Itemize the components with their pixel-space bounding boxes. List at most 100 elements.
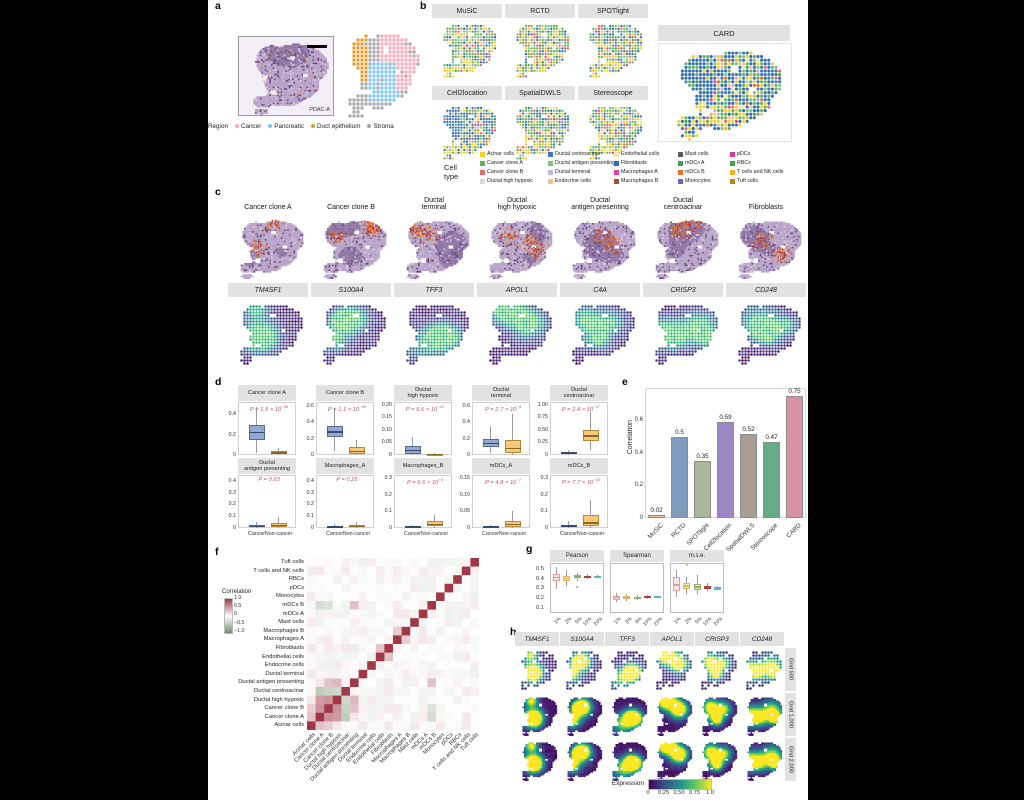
cell-type-swatch — [614, 169, 619, 175]
f-legend-gradient — [224, 598, 233, 634]
c-celltype-title-line: centroacinar — [663, 204, 703, 212]
g-ytick: 0.4 — [535, 575, 544, 582]
d-pvalue: P = 1.9 × 10−46 — [244, 404, 294, 413]
c-celltype-title-line: Ductal — [507, 196, 527, 204]
d-ytick: 0.15 — [381, 414, 392, 421]
cell-type-legend-item: Ductal centroacinar — [548, 150, 601, 158]
cell-type-swatch — [678, 160, 683, 166]
correlation-heatmap-canvas — [307, 558, 479, 730]
e-bar-cell2location — [717, 422, 734, 518]
d-ytick: 0.2 — [462, 435, 470, 442]
d-pvalue-base: P = 4.8 × 10 — [485, 479, 517, 486]
d-strip-line: Ductal — [259, 459, 275, 466]
h-map-S100A4-2 — [560, 693, 604, 736]
method-title-spotlight: SPOTlight — [578, 4, 648, 18]
cell-type-label: Cancer clone A — [487, 160, 523, 166]
e-bar-card — [786, 396, 803, 518]
d-ytick: 0.4 — [228, 477, 236, 484]
box-median — [404, 449, 421, 452]
h-row-strip-3: Grid 2,000 — [785, 738, 796, 781]
spatialdwls-map-canvas — [505, 101, 575, 161]
f-legend-tick: −1.0 — [234, 627, 245, 634]
cell-type-label: Ductal antigen presenting — [555, 160, 616, 166]
c-celltype-title: Ductal centroacinar — [643, 190, 723, 212]
c-celltype-title-line: Ductal — [424, 196, 444, 204]
h-map-APOL1-3 — [650, 738, 694, 781]
c-celltype-title: Ductal terminal — [394, 190, 474, 212]
d-pvalue-exp: −7 — [516, 477, 521, 482]
f-ylabel: Macrophages B — [263, 627, 304, 634]
cell-type-swatch — [614, 160, 619, 166]
g-xlabel-text: 1% — [613, 616, 623, 626]
box-median — [683, 585, 691, 587]
cell-type-legend-title: Cell type — [444, 163, 459, 181]
cell-type-swatch — [614, 178, 619, 184]
cell-type-legend-item: Fibroblasts — [614, 159, 647, 167]
d-pvalue: P = 0.93 — [244, 477, 294, 483]
h-gene-strip: CRISP3 — [695, 632, 739, 646]
e-ytick: 0.4 — [634, 449, 643, 456]
panel-f-letter: f — [215, 546, 219, 558]
cell-type-label: Endocrine cells — [555, 178, 591, 184]
d-pvalue-exp: −43 — [359, 404, 367, 409]
e-bar-value: 0.59 — [719, 414, 732, 422]
cell-type-swatch — [548, 151, 553, 157]
box-iqr — [673, 577, 680, 591]
cell-type-swatch — [730, 151, 735, 157]
d-ytick: 0.2 — [384, 491, 392, 498]
g-xlabel-text: 20% — [712, 616, 724, 628]
f-ylabel: RBCs — [288, 576, 304, 583]
region-legend-swatch — [234, 124, 239, 128]
g-ytick: 0.1 — [535, 604, 544, 611]
h-gene-strip: TFF3 — [605, 632, 649, 646]
h-row-label: Grid 500 — [787, 658, 794, 681]
box-whisker — [512, 414, 514, 455]
f-ylabel: Ductal high hypoxic — [253, 696, 304, 703]
c-celltype-title: Cancer clone B — [311, 190, 391, 212]
h-colorbar-tick: 0.25 — [657, 790, 670, 796]
d-ytick: 0.2 — [540, 491, 548, 498]
d-ytick: 0.2 — [306, 435, 314, 442]
d-strip-line: high hypoxic — [407, 393, 439, 399]
d-ytick: 0.2 — [228, 431, 236, 438]
d-pvalue-exp: −46 — [281, 404, 289, 409]
d-pvalue-exp: −27 — [593, 404, 601, 409]
d-ytick: 0.3 — [384, 475, 392, 482]
d-pvalue: P = 2.7 × 10−4 — [478, 404, 528, 413]
box-median — [426, 523, 443, 526]
c-celltype-title-line: Cancer clone A — [244, 204, 292, 212]
d-pvalue: P = 2.4 × 10−27 — [556, 404, 606, 413]
h-gene-strip: CD248 — [740, 632, 784, 646]
box-median — [504, 447, 521, 450]
cell2location-map-canvas — [432, 101, 502, 161]
d-strip: Cancer clone A — [238, 385, 296, 401]
box-median — [482, 442, 499, 445]
h-colorbar-tick: 0 — [646, 790, 650, 796]
e-bar-value: 0.75 — [788, 388, 801, 396]
region-legend-item: Pancreatic — [268, 123, 304, 130]
h-map-CRISP3-2 — [695, 693, 739, 736]
d-strip: Ductal centroacinar — [550, 385, 608, 401]
e-xlabel-card-text: CARD — [784, 522, 803, 540]
box-median — [594, 575, 602, 578]
c-celltype-title-line: Ductal — [590, 196, 610, 204]
cell-type-label: Acinar cells — [487, 151, 515, 157]
h-colorbar-tick: 0.50 — [673, 790, 685, 796]
d-xlabel-cancer: Cancer — [248, 531, 266, 537]
method-title-stereoscope: Stereoscope — [578, 86, 648, 100]
g-xlabel-text: 10% — [702, 616, 714, 628]
box-median — [348, 525, 365, 527]
f-ylabel: mDCs B — [282, 602, 304, 608]
e-bar-spatialdwls — [740, 433, 757, 518]
box-median — [623, 596, 631, 599]
d-strip-line: Macrophages_B — [402, 462, 444, 469]
pdac-image-label: PDAC-A — [309, 107, 330, 113]
e-bar-stereoscope — [763, 441, 780, 518]
e-bar-value: 0.5 — [675, 428, 684, 436]
cell-type-legend-item: Acinar cells — [480, 150, 514, 158]
c-celltype-title: Ductal high hypoxic — [477, 190, 557, 212]
d-ytick: 0 — [467, 525, 470, 531]
c-expression-map-TFF3 — [394, 299, 474, 365]
f-legend-tick: 1.0 — [234, 595, 242, 601]
d-strip-line: Cancer clone B — [325, 389, 365, 396]
